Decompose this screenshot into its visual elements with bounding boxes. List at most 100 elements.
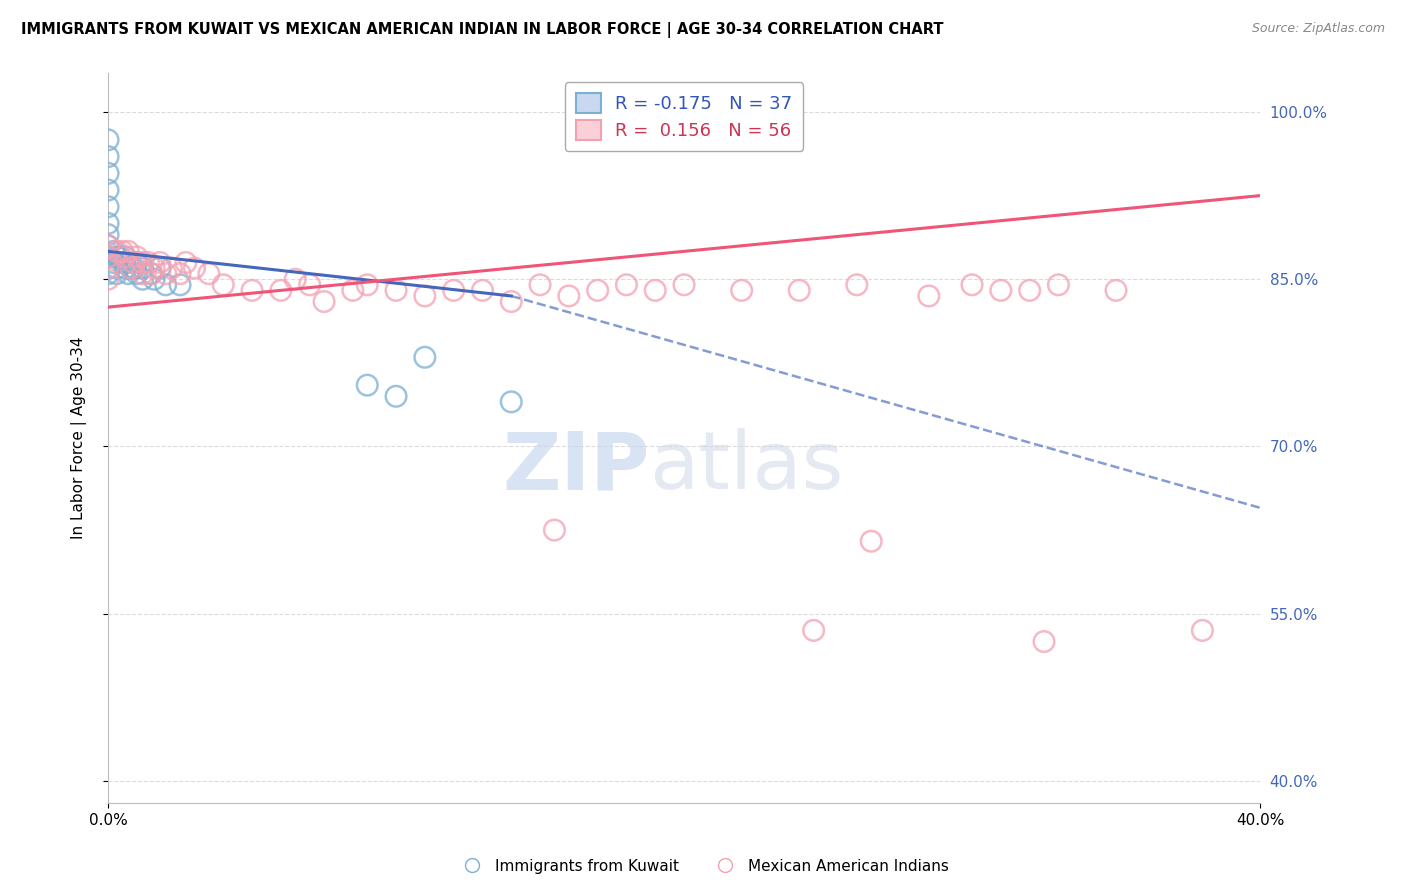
Point — [918, 289, 941, 303]
Point — [1105, 284, 1128, 298]
Point — [143, 261, 166, 276]
Point — [845, 277, 868, 292]
Point — [356, 277, 378, 292]
Point — [160, 261, 183, 276]
Point — [97, 166, 120, 180]
Point — [284, 272, 307, 286]
Point — [356, 378, 378, 392]
Point — [97, 261, 120, 276]
Point — [385, 389, 408, 403]
Text: IMMIGRANTS FROM KUWAIT VS MEXICAN AMERICAN INDIAN IN LABOR FORCE | AGE 30-34 COR: IMMIGRANTS FROM KUWAIT VS MEXICAN AMERIC… — [21, 22, 943, 38]
Point — [114, 250, 136, 264]
Point — [443, 284, 465, 298]
Point — [111, 255, 134, 269]
Point — [413, 351, 436, 365]
Point — [501, 395, 523, 409]
Point — [97, 183, 120, 197]
Point — [155, 267, 177, 281]
Point — [342, 284, 364, 298]
Point — [860, 534, 883, 549]
Point — [803, 624, 825, 638]
Point — [125, 267, 148, 281]
Point — [960, 277, 983, 292]
Point — [97, 250, 120, 264]
Point — [730, 284, 752, 298]
Point — [114, 250, 136, 264]
Point — [131, 261, 153, 276]
Point — [141, 267, 163, 281]
Point — [471, 284, 494, 298]
Point — [183, 261, 205, 276]
Point — [240, 284, 263, 298]
Y-axis label: In Labor Force | Age 30-34: In Labor Force | Age 30-34 — [72, 337, 87, 540]
Point — [117, 267, 139, 281]
Point — [212, 277, 235, 292]
Point — [501, 294, 523, 309]
Point — [97, 150, 120, 164]
Point — [105, 250, 128, 264]
Point — [97, 239, 120, 253]
Point — [1047, 277, 1070, 292]
Point — [198, 267, 221, 281]
Point — [270, 284, 292, 298]
Point — [385, 284, 408, 298]
Point — [117, 255, 139, 269]
Point — [543, 523, 565, 537]
Point — [125, 250, 148, 264]
Point — [97, 261, 120, 276]
Point — [105, 244, 128, 259]
Point — [169, 277, 191, 292]
Point — [413, 289, 436, 303]
Point — [131, 272, 153, 286]
Point — [120, 261, 142, 276]
Point — [131, 267, 153, 281]
Point — [103, 244, 125, 259]
Point — [117, 244, 139, 259]
Point — [138, 255, 160, 269]
Point — [97, 217, 120, 231]
Point — [97, 239, 120, 253]
Point — [125, 255, 148, 269]
Point — [111, 244, 134, 259]
Point — [97, 200, 120, 214]
Point — [174, 255, 197, 269]
Text: Source: ZipAtlas.com: Source: ZipAtlas.com — [1251, 22, 1385, 36]
Point — [114, 261, 136, 276]
Point — [1033, 634, 1056, 648]
Point — [97, 250, 120, 264]
Point — [1018, 284, 1040, 298]
Legend: R = -0.175   N = 37, R =  0.156   N = 56: R = -0.175 N = 37, R = 0.156 N = 56 — [565, 82, 803, 151]
Text: atlas: atlas — [650, 428, 844, 507]
Point — [529, 277, 551, 292]
Point — [143, 272, 166, 286]
Point — [312, 294, 335, 309]
Point — [644, 284, 666, 298]
Point — [97, 227, 120, 242]
Point — [149, 255, 172, 269]
Point — [120, 261, 142, 276]
Point — [97, 272, 120, 286]
Point — [990, 284, 1012, 298]
Point — [586, 284, 609, 298]
Point — [105, 267, 128, 281]
Point — [149, 261, 172, 276]
Point — [103, 255, 125, 269]
Point — [298, 277, 321, 292]
Point — [122, 261, 145, 276]
Point — [169, 267, 191, 281]
Point — [155, 277, 177, 292]
Text: ZIP: ZIP — [502, 428, 650, 507]
Point — [673, 277, 696, 292]
Point — [141, 267, 163, 281]
Point — [122, 255, 145, 269]
Point — [97, 267, 120, 281]
Point — [558, 289, 581, 303]
Point — [1191, 624, 1213, 638]
Point — [105, 261, 128, 276]
Point — [616, 277, 638, 292]
Point — [787, 284, 810, 298]
Point — [108, 250, 131, 264]
Point — [131, 255, 153, 269]
Point — [97, 133, 120, 147]
Legend: Immigrants from Kuwait, Mexican American Indians: Immigrants from Kuwait, Mexican American… — [451, 853, 955, 880]
